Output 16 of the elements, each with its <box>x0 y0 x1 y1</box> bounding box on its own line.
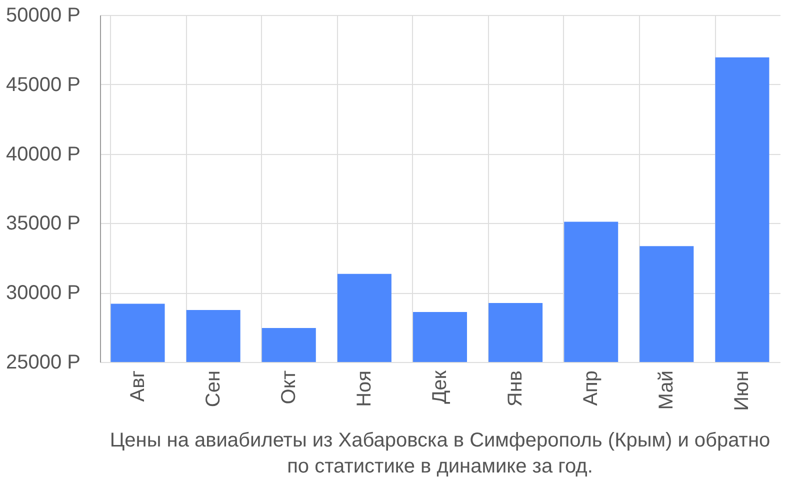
y-tick-label: 25000 Р <box>6 352 80 374</box>
x-tick-label: Янв <box>504 370 527 407</box>
y-tick-label: 40000 Р <box>6 143 80 166</box>
x-tick-label: Апр <box>580 370 602 406</box>
y-tick-label: 35000 Р <box>6 212 80 235</box>
x-tick-label: Ноя <box>353 370 376 407</box>
x-tick-label: Сен <box>202 370 224 408</box>
x-tick-label: Май <box>656 370 678 410</box>
text: Цены на авиабилеты из Хабаровска в Симферополь (Крым) и обратно по статистике в динамике за год. <box>110 429 770 478</box>
y-tick-label: 50000 Р <box>6 4 80 26</box>
x-tick-label: Дек <box>429 370 451 404</box>
x-tick-label: Окт <box>278 370 300 404</box>
y-tick-label: 45000 Р <box>6 74 80 96</box>
y-tick-label: 30000 Р <box>6 282 80 304</box>
x-tick-label: Авг <box>126 370 149 402</box>
x-tick-label: Июн <box>731 370 754 411</box>
